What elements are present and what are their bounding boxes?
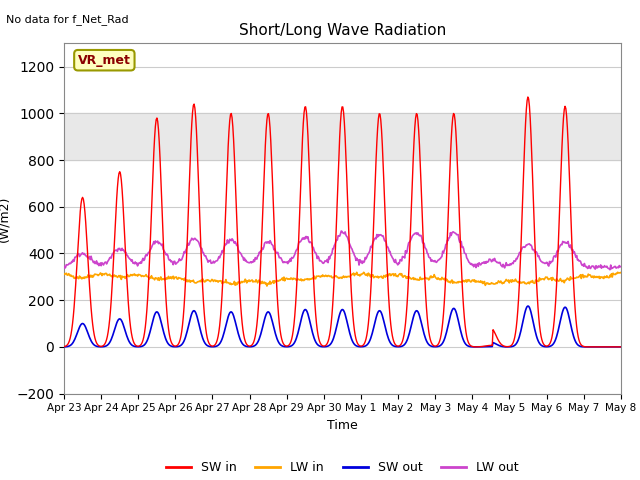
Text: No data for f_Net_Rad: No data for f_Net_Rad — [6, 14, 129, 25]
Text: VR_met: VR_met — [78, 54, 131, 67]
X-axis label: Time: Time — [327, 419, 358, 432]
Bar — [64, 113, 621, 160]
Legend: SW in, LW in, SW out, LW out: SW in, LW in, SW out, LW out — [161, 456, 524, 479]
Y-axis label: (W/m2): (W/m2) — [0, 195, 11, 241]
Title: Short/Long Wave Radiation: Short/Long Wave Radiation — [239, 23, 446, 38]
